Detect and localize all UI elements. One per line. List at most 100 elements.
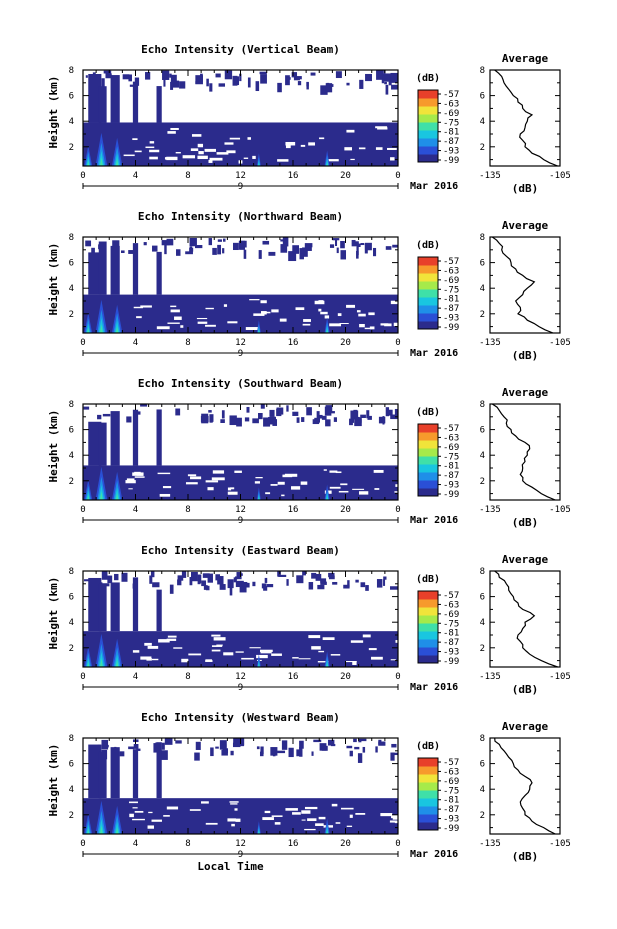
heatmap-cell xyxy=(384,81,387,85)
heatmap-gap xyxy=(147,645,159,649)
heatmap-gap xyxy=(356,310,361,313)
heatmap-cell xyxy=(221,749,228,756)
colorbar-segment xyxy=(418,154,438,163)
colorbar-tick-label: -81 xyxy=(443,295,459,305)
y-tick-label: 4 xyxy=(69,117,74,127)
heatmap-cell xyxy=(101,571,108,580)
heatmap-hot-echo xyxy=(115,826,119,834)
colorbar-segment xyxy=(418,106,438,115)
heatmap-field xyxy=(83,237,401,333)
heatmap-gap xyxy=(389,820,399,823)
heatmap-cell xyxy=(312,419,320,425)
heatmap-gap xyxy=(318,300,324,302)
heatmap-cell xyxy=(140,404,148,407)
heatmap-hot-echo xyxy=(115,492,119,500)
heatmap-cell xyxy=(388,409,393,416)
heatmap-gap xyxy=(335,471,342,474)
average-profile-panel: Average 2 4 6 8 -135 -105 (dB) xyxy=(479,386,571,529)
heatmap-gap xyxy=(330,654,341,656)
heatmap-cell xyxy=(209,83,213,92)
heatmap-gap xyxy=(319,137,325,140)
colorbar-segment xyxy=(418,766,438,775)
colorbar-frame xyxy=(417,256,439,330)
heatmap-gap xyxy=(391,815,400,819)
heatmap-gap xyxy=(163,815,170,817)
heatmap-cell xyxy=(126,416,132,423)
heatmap-gap xyxy=(197,321,208,324)
heatmap-gap xyxy=(123,154,135,157)
colorbar-unit: (dB) xyxy=(416,240,440,251)
heatmap-gap xyxy=(197,155,208,160)
x-tick-label: 12 xyxy=(235,672,246,682)
heatmap-gap xyxy=(166,156,178,161)
heatmap-gap xyxy=(295,307,305,311)
colorbar-frame xyxy=(417,590,439,664)
x-tick-label: 16 xyxy=(288,171,299,181)
heatmap-field xyxy=(83,70,398,166)
heatmap-cell xyxy=(209,414,213,423)
colorbar-segment xyxy=(418,305,438,314)
heatmap-hot-echo xyxy=(326,329,328,333)
heatmap-column xyxy=(88,577,102,632)
colorbar-segment xyxy=(418,806,438,815)
avg-x-axis-label: (dB) xyxy=(512,683,539,696)
heatmap-gap xyxy=(380,813,393,817)
average-profile-panel: Average 2 4 6 8 -135 -105 (dB) xyxy=(479,720,571,863)
y-tick-label: 6 xyxy=(69,760,74,770)
heatmap-cell xyxy=(103,70,112,74)
colorbar-segment xyxy=(418,289,438,298)
heatmap-gap xyxy=(227,321,238,324)
heatmap-cell xyxy=(296,417,300,423)
heatmap-field xyxy=(83,404,406,500)
heatmap-column xyxy=(156,86,162,123)
heatmap-gap xyxy=(234,808,238,811)
heatmap-gap xyxy=(201,801,209,804)
heatmap-gap xyxy=(175,151,181,154)
heatmap-cell xyxy=(272,748,276,757)
heatmap-column xyxy=(98,751,107,799)
heatmap-column xyxy=(156,742,162,799)
heatmap-cell xyxy=(316,411,320,420)
heatmap-gap xyxy=(311,646,321,650)
heatmap-gap xyxy=(265,492,271,495)
x-tick-label: 0 xyxy=(395,672,400,682)
heatmap-gap xyxy=(364,327,371,330)
heatmap-gap xyxy=(300,144,306,147)
heatmap-gap xyxy=(358,313,366,317)
y-tick-label: 4 xyxy=(69,618,74,628)
heatmap-gap xyxy=(324,315,330,319)
heatmap-cell xyxy=(297,81,302,86)
heatmap-cell xyxy=(114,573,119,581)
heatmap-cell xyxy=(303,248,308,257)
y-tick-label: 2 xyxy=(69,477,74,487)
panel-5: Echo Intensity (Westward Beam) 2 4 6 8 Height… xyxy=(47,711,571,863)
colorbar-segment xyxy=(418,90,438,99)
avg-y-tick-label: 6 xyxy=(480,259,485,269)
colorbar-segment xyxy=(418,790,438,799)
heatmap-cell xyxy=(217,576,224,585)
colorbar-tick-label: -63 xyxy=(443,99,459,109)
heatmap-cell xyxy=(378,741,386,746)
colorbar-tick-label: -87 xyxy=(443,137,459,147)
colorbar-segment xyxy=(418,615,438,624)
heatmap-gap xyxy=(189,809,201,811)
heatmap-cell xyxy=(349,418,353,426)
heatmap-hot-echo xyxy=(99,825,103,834)
panel-title: Echo Intensity (Westward Beam) xyxy=(141,711,340,724)
x-tick-label: 0 xyxy=(395,338,400,348)
colorbar-tick-label: -69 xyxy=(443,276,459,286)
heatmap-hot-echo xyxy=(258,663,260,667)
x-tick-label: 8 xyxy=(185,338,190,348)
heatmap-cell xyxy=(240,573,243,576)
avg-y-tick-label: 4 xyxy=(480,785,485,795)
heatmap-cell xyxy=(85,240,92,247)
heatmap-cell xyxy=(280,244,288,253)
x-tick-label: 0 xyxy=(80,839,85,849)
heatmap-cell xyxy=(385,246,392,250)
heatmap-gap xyxy=(182,155,196,159)
heatmap-cell xyxy=(195,741,201,750)
heatmap-gap xyxy=(212,470,225,474)
heatmap-gap xyxy=(329,486,341,489)
heatmap-gap xyxy=(208,159,213,163)
heatmap-cell xyxy=(280,239,286,242)
